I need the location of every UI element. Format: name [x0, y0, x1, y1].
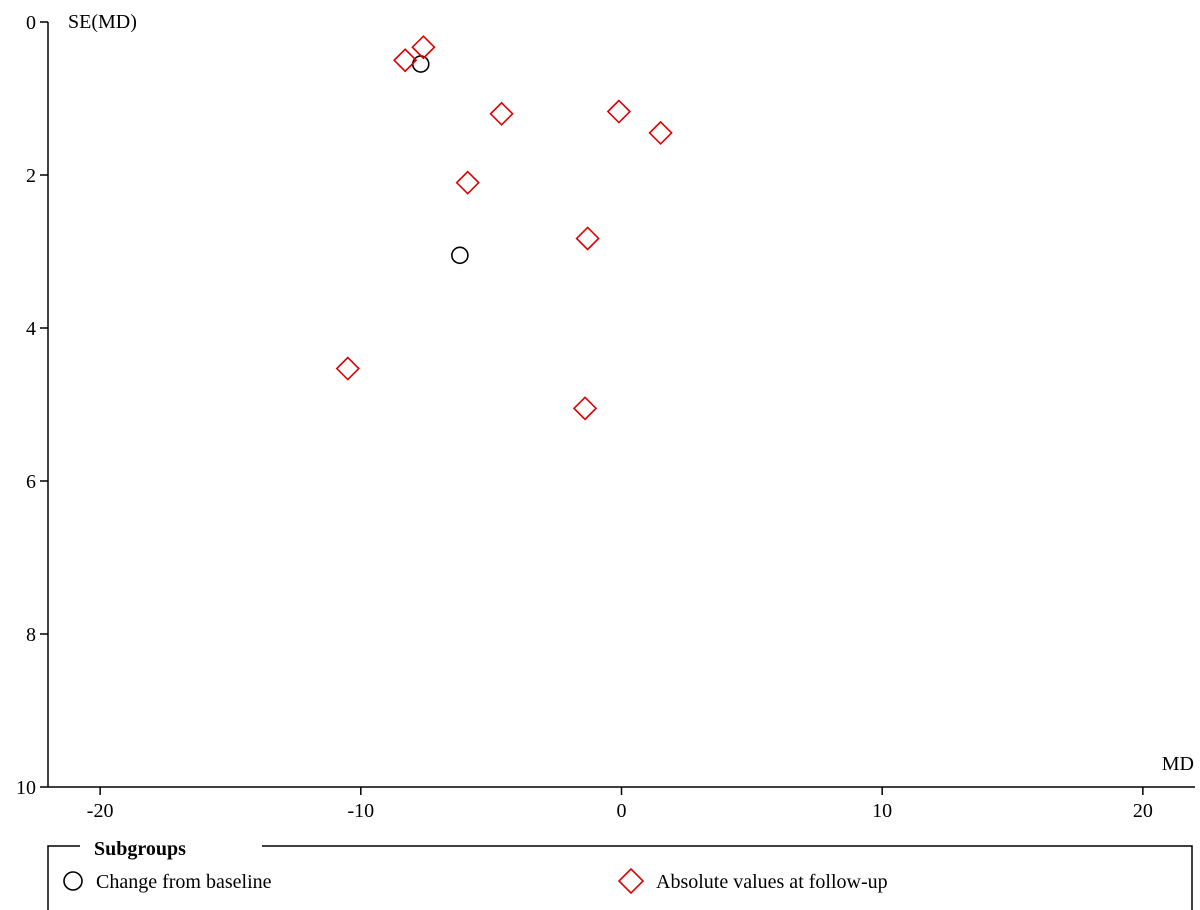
point-absolute-values	[575, 226, 600, 251]
y-axis-title: SE(MD)	[68, 11, 137, 33]
y-axis-ticks: 0 2 4 6 8 10	[16, 12, 48, 799]
y-tick-label: 8	[26, 624, 36, 646]
point-absolute-values	[393, 48, 418, 73]
point-absolute-values	[572, 396, 598, 421]
x-axis-ticks: -20 -10 0 10 20	[87, 787, 1153, 822]
x-tick-label: -10	[347, 800, 374, 822]
y-tick-label: 6	[26, 471, 36, 493]
legend-frame	[47, 845, 1193, 910]
legend: Subgroups Change from baseline Absolute …	[47, 838, 1193, 910]
y-tick-label: 0	[26, 12, 36, 34]
point-absolute-values	[455, 170, 480, 195]
x-tick-label: 10	[872, 800, 892, 822]
legend-diamond-marker	[617, 867, 645, 895]
legend-label-change-from-baseline: Change from baseline	[96, 871, 272, 893]
point-absolute-values	[411, 35, 436, 60]
point-absolute-values	[335, 356, 360, 381]
y-tick-label: 2	[26, 165, 36, 187]
legend-circle-marker	[63, 871, 83, 891]
y-tick-label: 4	[26, 318, 36, 340]
point-absolute-values	[489, 101, 514, 126]
x-axis-title: MD	[1162, 753, 1194, 775]
point-change-from-baseline	[451, 246, 469, 265]
x-tick-label: -20	[87, 800, 114, 822]
x-tick-label: 0	[617, 800, 627, 822]
legend-label-absolute-values: Absolute values at follow-up	[656, 871, 888, 893]
point-absolute-values	[606, 99, 632, 124]
point-absolute-values	[648, 120, 673, 146]
y-tick-label: 10	[16, 777, 36, 799]
data-points	[335, 35, 673, 421]
legend-title: Subgroups	[94, 838, 186, 860]
x-tick-label: 20	[1133, 800, 1153, 822]
